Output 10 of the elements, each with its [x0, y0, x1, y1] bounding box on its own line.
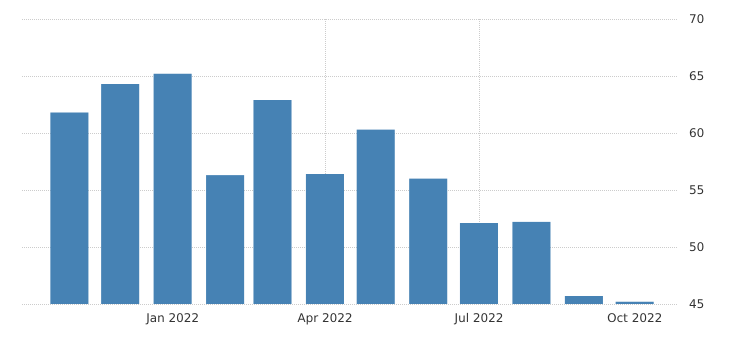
- y-tick-label: 70: [689, 12, 704, 26]
- y-tick-label: 60: [689, 126, 704, 140]
- x-tick-label: Jan 2022: [145, 311, 200, 325]
- x-tick-label: Apr 2022: [297, 311, 353, 325]
- y-tick-label: 45: [689, 297, 704, 311]
- y-tick-label: 55: [689, 183, 704, 197]
- x-tick-label: Jul 2022: [454, 311, 504, 325]
- x-tick-label: Oct 2022: [607, 311, 662, 325]
- y-tick-label: 65: [689, 69, 704, 83]
- y-tick-label: 50: [689, 240, 704, 254]
